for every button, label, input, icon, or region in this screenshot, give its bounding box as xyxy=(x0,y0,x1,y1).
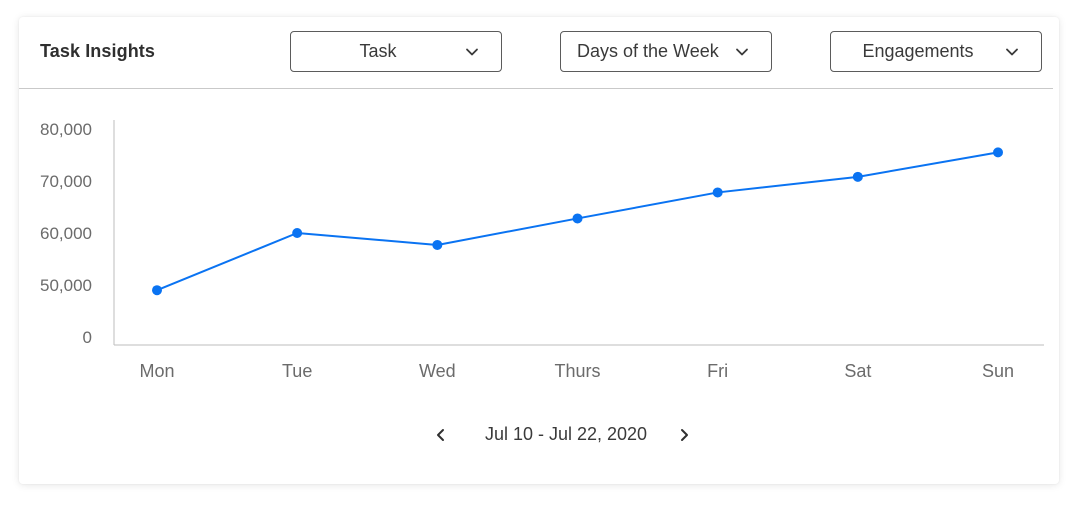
x-tick-label: Fri xyxy=(707,361,728,381)
engagements-dropdown-label: Engagements xyxy=(862,41,974,61)
header-divider xyxy=(19,88,1053,89)
x-tick-label: Mon xyxy=(139,361,174,381)
engagements-line-chart: 0 50,000 60,000 70,000 80,000 Mon Tue Wed Thurs F… xyxy=(40,120,1044,381)
data-point xyxy=(572,213,583,224)
x-tick-label: Tue xyxy=(282,361,312,381)
x-tick-label: Wed xyxy=(419,361,456,381)
x-tick-label: Sun xyxy=(982,361,1014,381)
chevron-down-icon xyxy=(466,48,478,56)
y-tick-label: 0 xyxy=(83,328,92,347)
date-range-label: Jul 10 - Jul 22, 2020 xyxy=(484,424,648,444)
y-tick-label: 70,000 xyxy=(40,172,92,191)
data-point xyxy=(712,187,723,198)
task-dropdown[interactable]: Task xyxy=(290,31,502,72)
y-tick-label: 50,000 xyxy=(40,276,92,295)
y-tick-label: 80,000 xyxy=(40,120,92,139)
data-point xyxy=(292,228,303,238)
data-point xyxy=(152,285,162,296)
chevron-down-icon xyxy=(736,48,748,56)
x-tick-label: Thurs xyxy=(554,361,600,381)
x-tick-label: Sat xyxy=(844,361,871,381)
data-point xyxy=(993,147,1003,158)
data-point xyxy=(852,171,863,182)
data-point xyxy=(432,239,443,250)
days-of-week-dropdown[interactable]: Days of the Week xyxy=(560,31,772,72)
task-dropdown-label: Task xyxy=(359,41,397,61)
chevron-right-icon[interactable] xyxy=(676,427,692,443)
y-tick-label: 60,000 xyxy=(40,224,92,243)
card-title: Task Insights xyxy=(40,41,155,61)
engagements-dropdown[interactable]: Engagements xyxy=(830,31,1042,72)
days-of-week-dropdown-label: Days of the Week xyxy=(577,41,719,61)
chevron-down-icon xyxy=(1006,48,1018,56)
task-insights-card: Task Insights Task Days of the Week Enga… xyxy=(19,17,1059,484)
date-range-pager: Jul 10 - Jul 22, 2020 xyxy=(19,421,1059,449)
chevron-left-icon[interactable] xyxy=(433,427,449,443)
